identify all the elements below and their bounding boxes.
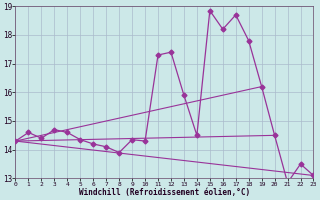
X-axis label: Windchill (Refroidissement éolien,°C): Windchill (Refroidissement éolien,°C) <box>79 188 250 197</box>
